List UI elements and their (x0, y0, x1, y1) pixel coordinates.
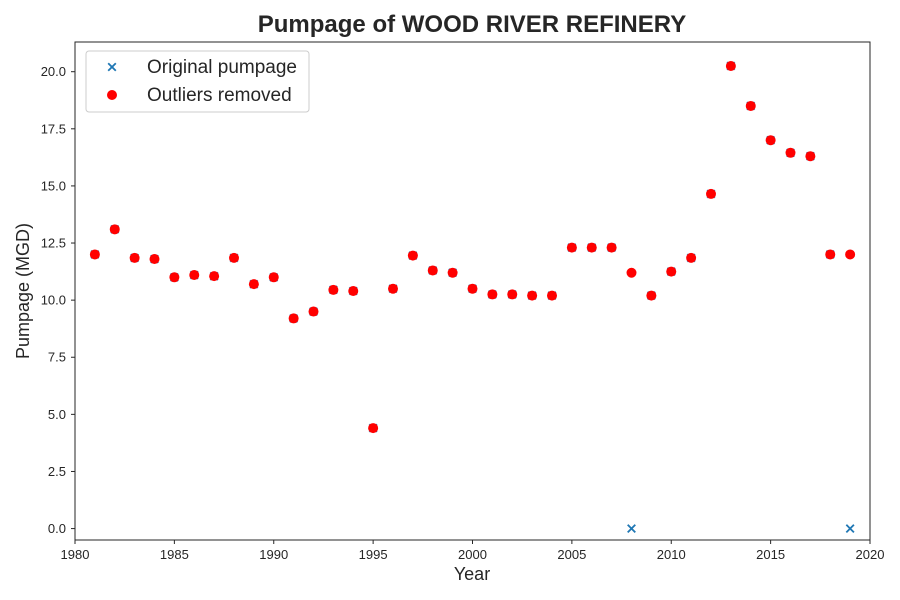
legend-marker-outliers-removed (107, 90, 117, 100)
legend-dot-marker (107, 90, 117, 100)
data-point-outliers-removed (547, 290, 557, 301)
data-point-original (627, 524, 636, 534)
data-point-outliers-removed (407, 250, 418, 261)
data-point-outliers-removed (268, 272, 279, 283)
legend-marker-original (107, 62, 117, 72)
data-point-outliers-removed (586, 242, 597, 253)
x-tick-label: 2005 (557, 547, 586, 562)
plot-area: 1980 1985 1990 1995 2000 2005 2010 2015 2020 0.0… (41, 41, 885, 562)
data-point-outliers-removed (328, 284, 339, 295)
x-tick-label: 2015 (756, 547, 785, 562)
data-point-outliers-removed (606, 242, 617, 253)
series-original-pumpage (90, 61, 855, 534)
x-axis: 1980 1985 1990 1995 2000 2005 2010 2015 2020 (61, 540, 885, 562)
data-point-outliers-removed (626, 267, 637, 278)
x-tick-label: 1985 (160, 547, 189, 562)
data-point-outliers-removed (149, 254, 160, 265)
data-point-outliers-removed (308, 306, 319, 317)
x-tick-label: 2000 (458, 547, 487, 562)
data-point-outliers-removed (129, 252, 140, 263)
data-point-outliers-removed (288, 313, 299, 324)
data-point-outliers-removed (527, 290, 538, 301)
data-point-outliers-removed (89, 249, 100, 260)
data-point-outliers-removed (467, 283, 478, 294)
data-point-outliers-removed (785, 147, 796, 158)
data-point-outliers-removed (368, 423, 379, 434)
data-point-outliers-removed (706, 188, 716, 199)
data-point-outliers-removed (487, 289, 498, 300)
x-tick-label: 1995 (359, 547, 388, 562)
series-outliers-removed (89, 60, 856, 434)
x-tick-label: 1980 (61, 547, 90, 562)
y-tick-label: 2.5 (48, 464, 66, 479)
x-axis-label: Year (454, 564, 490, 584)
y-tick-label: 5.0 (48, 407, 66, 422)
data-point-outliers-removed (447, 267, 458, 278)
y-tick-label: 7.5 (48, 350, 66, 365)
data-point-outliers-removed (666, 266, 677, 277)
x-tick-label: 2020 (856, 547, 885, 562)
data-point-outliers-removed (189, 270, 200, 281)
legend: Original pumpage Outliers removed (85, 50, 310, 113)
legend-label-original: Original pumpage (147, 57, 297, 78)
data-point-outliers-removed (765, 135, 776, 146)
y-axis-label: Pumpage (MGD) (13, 223, 33, 359)
legend-x-marker (107, 62, 117, 72)
data-point-outliers-removed (427, 265, 438, 276)
legend-box (85, 50, 310, 113)
data-point-outliers-removed (169, 272, 180, 283)
y-tick-label: 20.0 (41, 64, 66, 79)
y-tick-label: 15.0 (41, 178, 66, 193)
data-point-outliers-removed (805, 151, 816, 162)
legend-label-outliers-removed: Outliers removed (147, 85, 292, 106)
data-point-original (845, 524, 855, 534)
y-tick-label: 10.0 (41, 293, 66, 308)
y-axis: 0.0 2.5 5.0 7.5 10.0 12.5 15.0 17.5 20.0 (41, 64, 75, 536)
data-point-outliers-removed (507, 289, 518, 300)
data-point-outliers-removed (109, 224, 120, 235)
data-point-outliers-removed (229, 252, 239, 263)
y-tick-label: 17.5 (41, 121, 66, 136)
chart-title: Pumpage of WOOD RIVER REFINERY (258, 11, 686, 38)
x-tick-label: 1990 (259, 547, 288, 562)
data-point-outliers-removed (566, 242, 577, 253)
data-point-outliers-removed (209, 271, 220, 282)
series-layer (89, 60, 856, 534)
data-point-outliers-removed (248, 279, 259, 290)
data-point-outliers-removed (825, 249, 836, 260)
data-point-outliers-removed (686, 252, 697, 263)
y-tick-label: 0.0 (48, 521, 66, 536)
data-point-outliers-removed (646, 290, 657, 301)
data-point-outliers-removed (388, 283, 398, 294)
data-point-outliers-removed (845, 249, 856, 260)
x-tick-label: 2010 (657, 547, 686, 562)
y-tick-label: 12.5 (41, 236, 66, 251)
data-point-outliers-removed (745, 100, 756, 111)
data-point-outliers-removed (348, 286, 359, 296)
data-point-outliers-removed (725, 60, 736, 71)
